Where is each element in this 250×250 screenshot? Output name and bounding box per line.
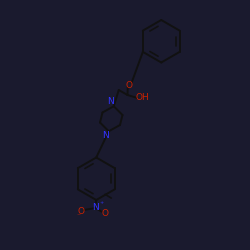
Text: N: N bbox=[108, 97, 114, 106]
Text: OH: OH bbox=[136, 94, 149, 102]
Text: ⁺: ⁺ bbox=[99, 200, 103, 209]
Text: O: O bbox=[78, 207, 85, 216]
Text: O: O bbox=[102, 209, 108, 218]
Text: ⁻: ⁻ bbox=[77, 211, 81, 220]
Text: O: O bbox=[126, 80, 133, 90]
Text: N: N bbox=[92, 204, 99, 212]
Text: N: N bbox=[102, 131, 109, 140]
